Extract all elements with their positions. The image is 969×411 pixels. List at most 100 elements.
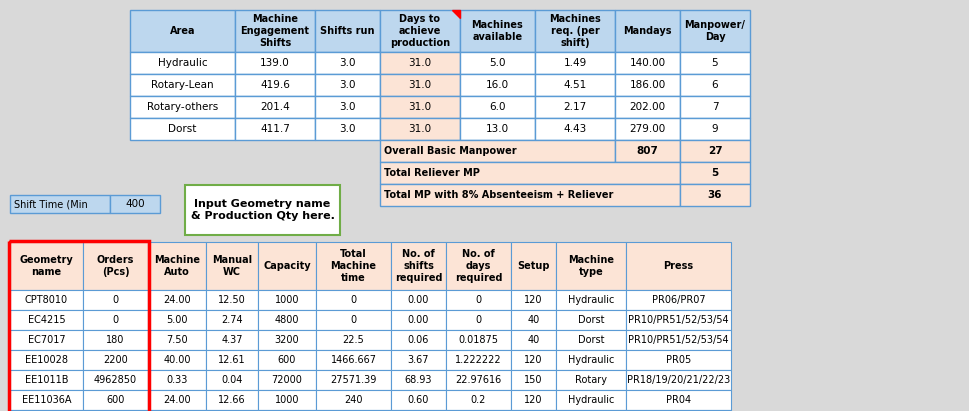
Bar [680, 184, 750, 206]
Bar [626, 290, 731, 310]
Bar [258, 390, 316, 410]
Text: EC4215: EC4215 [28, 315, 65, 325]
Text: 9: 9 [711, 124, 718, 134]
Bar [10, 290, 83, 310]
Bar [315, 52, 380, 74]
Bar [110, 195, 160, 213]
Text: 3.0: 3.0 [339, 58, 356, 68]
Bar [185, 185, 340, 235]
Text: CPT8010: CPT8010 [25, 295, 68, 305]
Text: 201.4: 201.4 [260, 102, 290, 112]
Bar [556, 410, 626, 411]
Bar [148, 370, 206, 390]
Bar [316, 242, 391, 290]
Text: 120: 120 [524, 395, 543, 405]
Text: Rotary-Lean: Rotary-Lean [151, 80, 214, 90]
Text: 3200: 3200 [274, 335, 299, 345]
Text: 3.0: 3.0 [339, 124, 356, 134]
Bar [460, 10, 535, 52]
Text: 120: 120 [524, 355, 543, 365]
Bar [460, 74, 535, 96]
Bar [391, 370, 446, 390]
Bar [556, 370, 626, 390]
Bar [391, 290, 446, 310]
Text: 0.2: 0.2 [471, 395, 486, 405]
Text: 2.74: 2.74 [221, 315, 243, 325]
Text: 0.60: 0.60 [408, 395, 429, 405]
Text: 24.00: 24.00 [163, 395, 191, 405]
Bar [206, 390, 258, 410]
Text: 22.97616: 22.97616 [455, 375, 502, 385]
Bar [680, 74, 750, 96]
Text: 0: 0 [112, 295, 118, 305]
Bar [258, 310, 316, 330]
Text: Input Geometry name
& Production Qty here.: Input Geometry name & Production Qty her… [191, 199, 334, 221]
Bar [391, 310, 446, 330]
Bar [615, 74, 680, 96]
Bar [380, 74, 460, 96]
Text: 0.00: 0.00 [408, 315, 429, 325]
Text: 0.00: 0.00 [408, 295, 429, 305]
Bar [316, 350, 391, 370]
Bar [391, 350, 446, 370]
Text: Total MP with 8% Absenteeism + Reliever: Total MP with 8% Absenteeism + Reliever [384, 190, 613, 200]
Bar [446, 310, 511, 330]
Text: Overall Basic Manpower: Overall Basic Manpower [384, 146, 516, 156]
Text: 36: 36 [707, 190, 722, 200]
Bar [10, 410, 83, 411]
Bar [316, 410, 391, 411]
Bar [511, 410, 556, 411]
Text: 0: 0 [476, 295, 482, 305]
Bar [130, 10, 235, 52]
Text: 1466.667: 1466.667 [330, 355, 377, 365]
Text: 139.0: 139.0 [260, 58, 290, 68]
Bar [258, 350, 316, 370]
Bar [615, 96, 680, 118]
Bar [556, 310, 626, 330]
Bar [206, 350, 258, 370]
Text: EE10028: EE10028 [25, 355, 68, 365]
Bar [258, 370, 316, 390]
Text: 12.66: 12.66 [218, 395, 246, 405]
Bar [626, 242, 731, 290]
Text: 31.0: 31.0 [409, 124, 431, 134]
Bar [148, 330, 206, 350]
Text: 240: 240 [344, 395, 362, 405]
Text: 4962850: 4962850 [94, 375, 137, 385]
Bar [10, 370, 83, 390]
Bar [10, 350, 83, 370]
Bar [460, 96, 535, 118]
Text: Hydraulic: Hydraulic [568, 355, 614, 365]
Bar [130, 52, 235, 74]
Text: Press: Press [664, 261, 694, 271]
Bar [626, 330, 731, 350]
Text: 68.93: 68.93 [405, 375, 432, 385]
Bar [615, 52, 680, 74]
Bar [83, 410, 148, 411]
Bar [446, 330, 511, 350]
Bar [130, 118, 235, 140]
Bar [10, 330, 83, 350]
Bar [535, 96, 615, 118]
Bar [130, 96, 235, 118]
Bar [680, 118, 750, 140]
Bar [615, 10, 680, 52]
Bar [235, 96, 315, 118]
Bar [316, 290, 391, 310]
Bar [511, 310, 556, 330]
Text: Machine
Auto: Machine Auto [154, 255, 200, 277]
Bar [511, 390, 556, 410]
Bar [148, 390, 206, 410]
Bar [83, 290, 148, 310]
Bar [148, 350, 206, 370]
Text: 7.50: 7.50 [167, 335, 188, 345]
Text: 0.06: 0.06 [408, 335, 429, 345]
Text: Rotary: Rotary [575, 375, 607, 385]
Text: 140.00: 140.00 [630, 58, 666, 68]
Text: Setup: Setup [517, 261, 549, 271]
Bar [556, 290, 626, 310]
Bar [511, 370, 556, 390]
Text: 40.00: 40.00 [163, 355, 191, 365]
Bar [148, 310, 206, 330]
Text: 31.0: 31.0 [409, 80, 431, 90]
